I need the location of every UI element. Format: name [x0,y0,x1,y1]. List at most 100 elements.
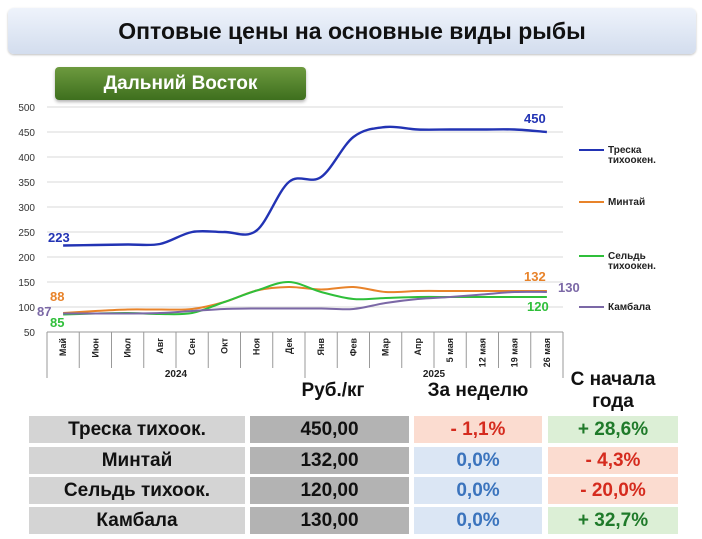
data-point [384,290,387,293]
data-point [545,130,548,133]
data-point [223,230,226,233]
data-point [223,307,226,310]
data-point [416,297,419,300]
row-price: 120,00 [250,477,409,504]
data-point [384,125,387,128]
x-tick-label: 5 мая [445,338,455,362]
title-bar: Оптовые цены на основные виды рыбы [8,8,696,54]
x-tick-label: Дек [284,338,294,355]
year-label: 2025 [423,369,446,380]
x-tick-label: Мар [381,338,391,357]
y-tick-label: 200 [18,253,35,264]
data-label-start: 85 [50,315,64,330]
data-point [94,312,97,315]
data-point [255,229,258,232]
series-line [63,125,547,247]
x-tick-label: 12 мая [477,338,487,367]
data-point [191,230,194,233]
data-point [352,307,355,310]
y-tick-label: 100 [18,303,35,314]
x-tick-label: Янв [316,338,326,356]
x-tick-label: Апр [413,338,423,356]
data-point [513,295,516,298]
data-point [481,293,484,296]
data-point [126,308,129,311]
year-label: 2024 [165,369,188,380]
data-point [320,307,323,310]
series-line [63,290,547,315]
legend-label: Минтай [608,197,645,208]
data-point [481,128,484,131]
x-tick-label: Ноя [252,338,262,355]
data-label-end: 130 [558,280,580,295]
region-badge: Дальний Восток [55,67,306,100]
data-point [287,307,290,310]
row-start-change: - 20,0% [548,477,678,504]
data-point [94,243,97,246]
data-point [545,290,548,293]
row-start-change: + 28,6% [548,416,678,443]
row-start-change: - 4,3% [548,447,678,474]
data-point [126,243,129,246]
data-point [449,289,452,292]
legend-label: тихоокен. [608,261,656,272]
header-price: Руб./кг [301,380,365,401]
row-name: Треска тихоок. [29,416,245,443]
data-point [320,175,323,178]
header-start: С начала года [570,369,656,412]
row-week-change: - 1,1% [414,416,542,443]
data-label-start: 223 [48,230,70,245]
header-week: За неделю [427,380,529,401]
row-week-change: 0,0% [414,477,542,504]
legend-label: Сельдь [608,251,646,262]
data-point [449,128,452,131]
legend-label: тихоокен. [608,155,656,166]
data-point [481,289,484,292]
data-point [287,180,290,183]
x-tick-label: Авг [155,338,165,354]
data-point [320,290,323,293]
data-point [287,280,290,283]
row-name: Сельдь тихоок. [29,477,245,504]
data-point [158,308,161,311]
data-point [384,301,387,304]
page-title: Оптовые цены на основные виды рыбы [118,17,586,44]
data-point [352,135,355,138]
row-price: 450,00 [250,416,409,443]
row-price: 132,00 [250,447,409,474]
row-name: Минтай [29,447,245,474]
series-line [63,285,547,314]
data-label-end: 450 [524,111,546,126]
data-point [223,300,226,303]
data-label-start: 88 [50,289,64,304]
price-chart: 50 100 150 200 250 300 350 400 450 500 Май Июн Июл Ав… [18,103,656,380]
x-tick-label: Май [58,338,68,356]
x-tick-label: Июл [123,338,133,358]
y-tick-label: 500 [18,103,35,114]
x-tick-label: Июн [90,338,100,358]
data-point [158,242,161,245]
data-point [384,296,387,299]
data-label-end: 120 [527,299,549,314]
data-point [126,312,129,315]
data-label-end: 132 [524,269,546,284]
x-tick-label: 26 мая [542,338,552,367]
x-tick-label: Сен [187,338,197,355]
row-name: Камбала [29,507,245,534]
data-point [352,297,355,300]
row-week-change: 0,0% [414,507,542,534]
data-point [62,312,65,315]
legend-label: Треска [608,145,642,156]
row-week-change: 0,0% [414,447,542,474]
data-point [287,285,290,288]
y-tick-label: 250 [18,228,35,239]
x-tick-label: Фев [348,338,358,357]
data-point [191,309,194,312]
y-tick-label: 400 [18,153,35,164]
data-point [255,307,258,310]
x-tick-label: 19 мая [510,338,520,367]
data-label-start: 87 [37,304,51,319]
row-price: 130,00 [250,507,409,534]
y-tick-label: 350 [18,178,35,189]
y-tick-label: 300 [18,203,35,214]
